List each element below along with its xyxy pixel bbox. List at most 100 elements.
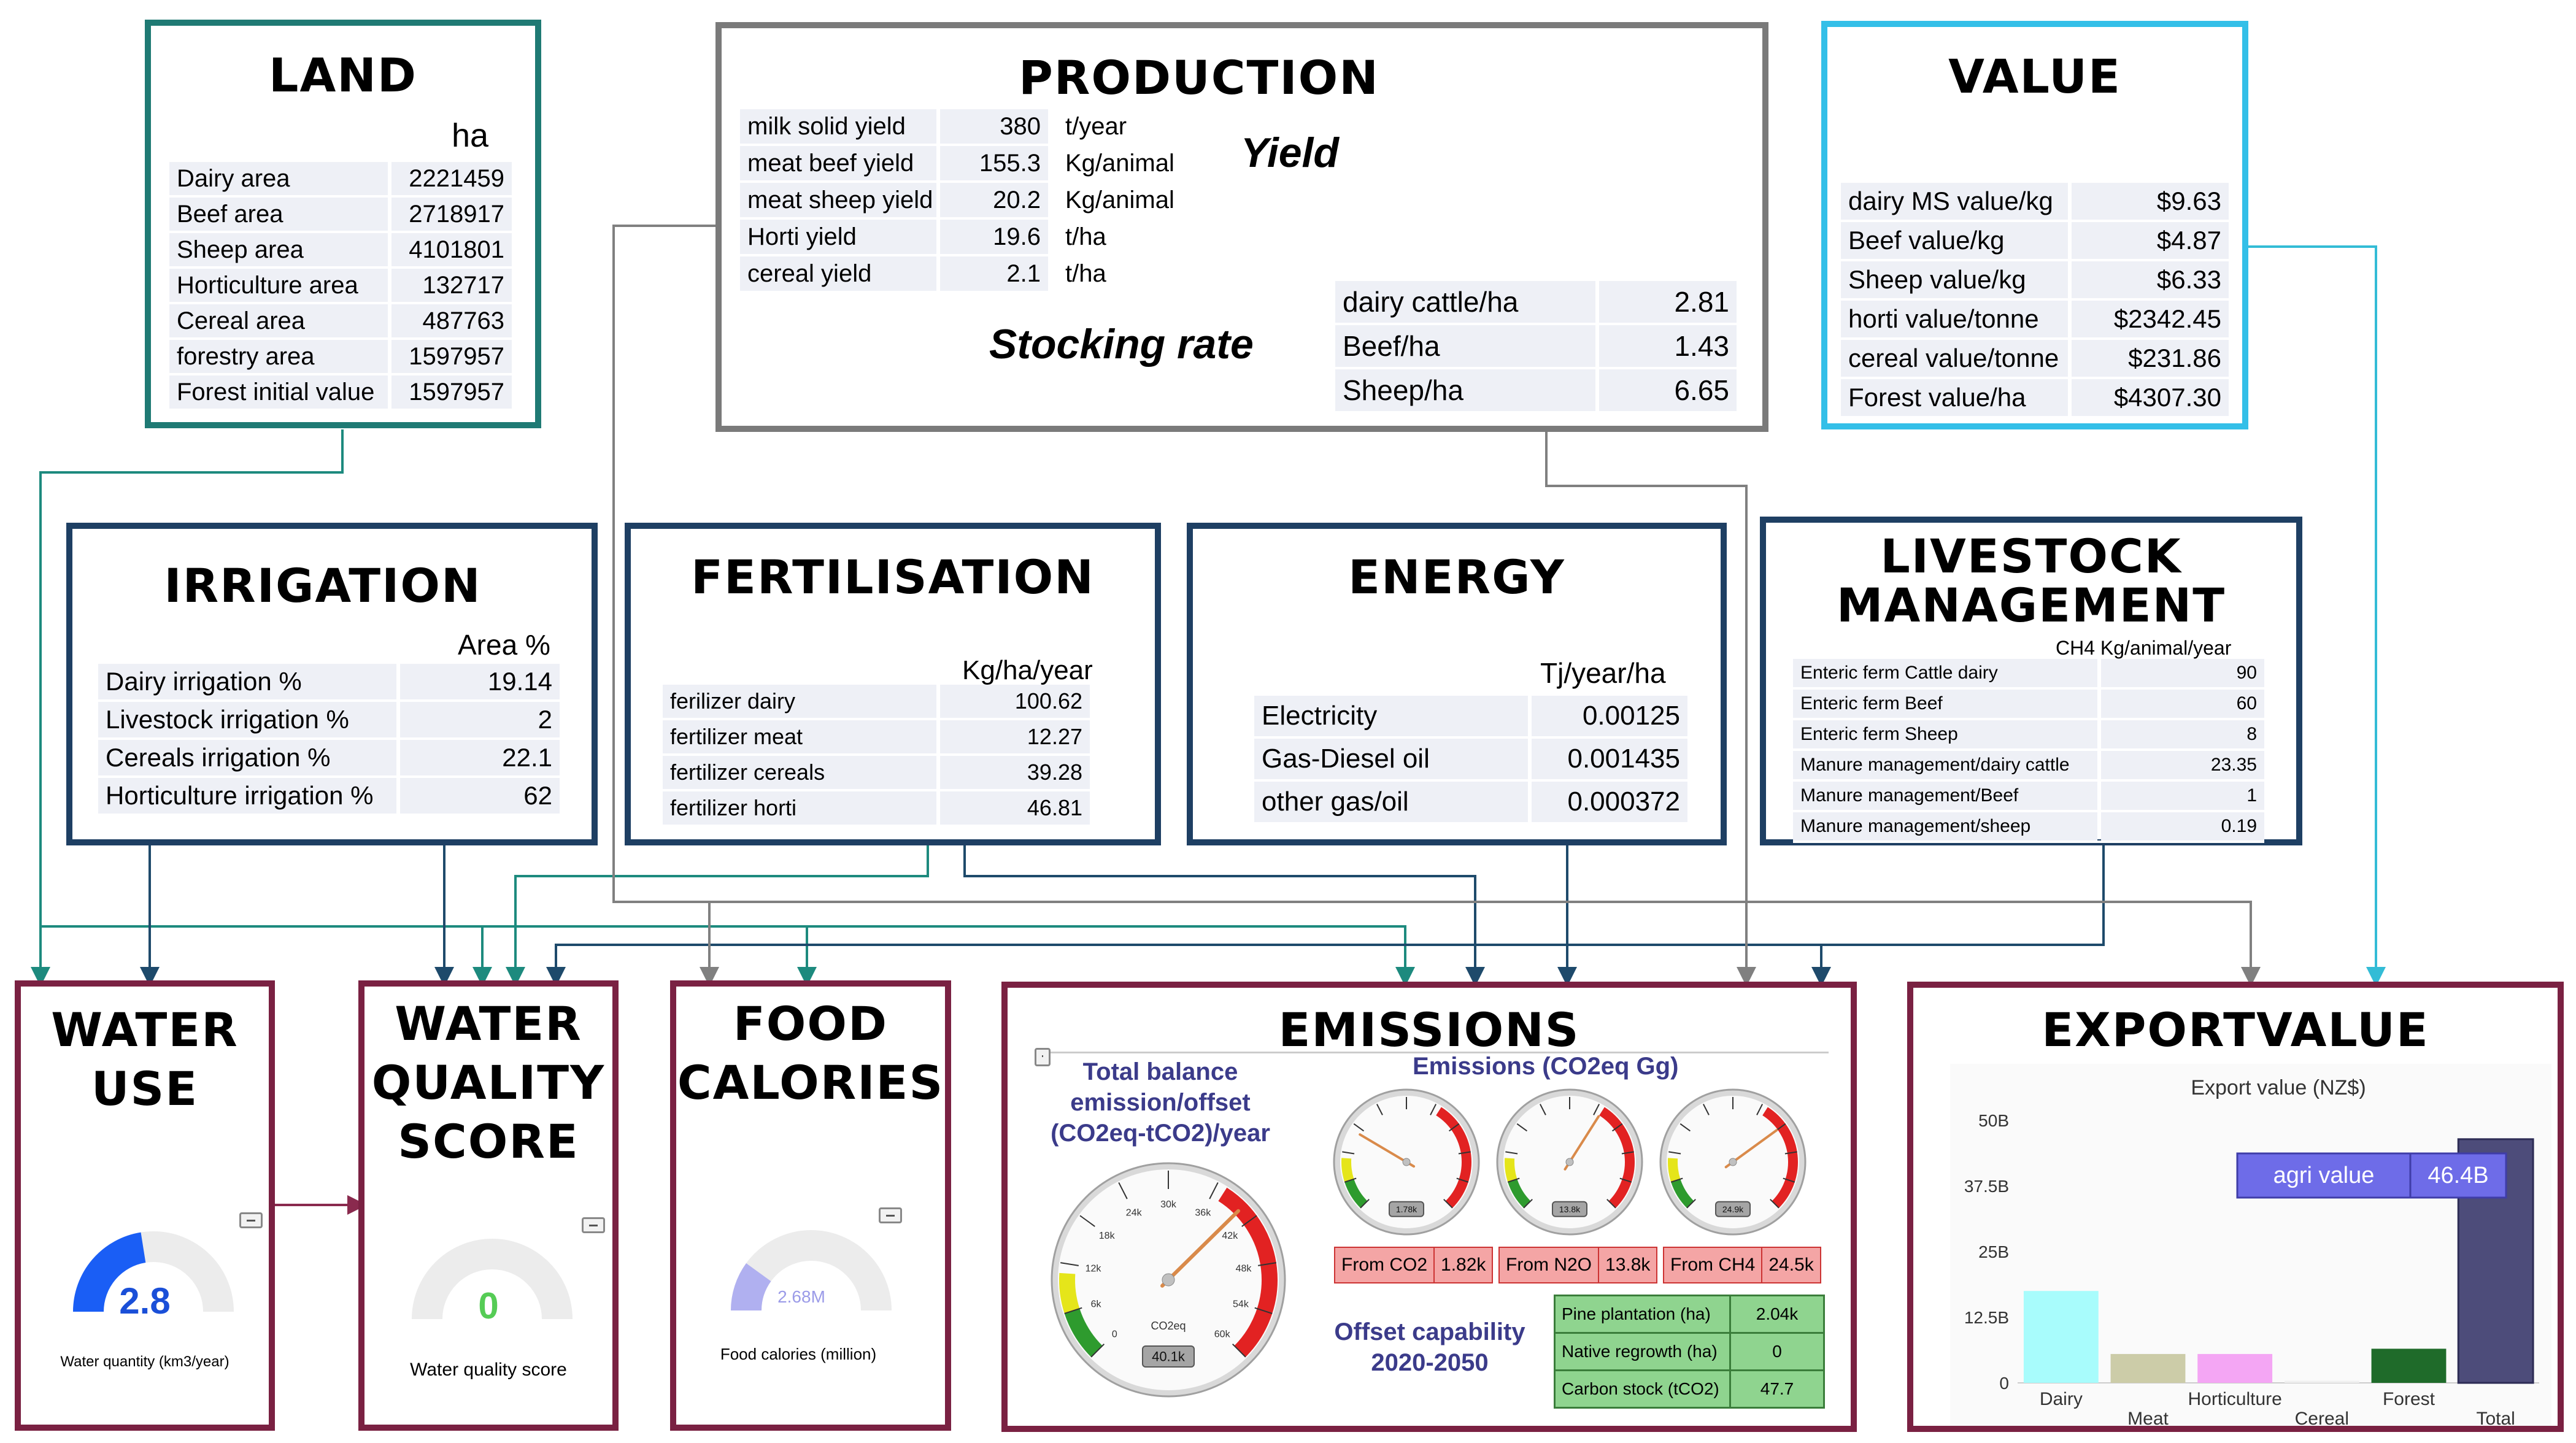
dial-readout-box	[1389, 1201, 1424, 1217]
row-value[interactable]: 20.2	[940, 183, 1048, 217]
offset-value[interactable]: 47.7	[1731, 1371, 1823, 1407]
row-value[interactable]: 2718917	[391, 198, 512, 231]
row-value[interactable]: 0.00125	[1532, 696, 1687, 736]
water-quality-panel: WATER QUALITY SCORE 0 Water quality scor…	[358, 980, 619, 1431]
y-tick-label: 25B	[1978, 1242, 2009, 1261]
row-value[interactable]: 90	[2101, 659, 2264, 687]
gas-tag-value: 1.82k	[1433, 1248, 1492, 1282]
fertilisation-unit: Kg/ha/year	[962, 655, 1093, 685]
offset-value[interactable]: 2.04k	[1731, 1296, 1823, 1332]
row-value[interactable]: 8	[2101, 720, 2264, 748]
row-value[interactable]: 39.28	[940, 756, 1090, 789]
table-row: Gas-Diesel oil 0.001435	[1254, 739, 1687, 782]
minimize-button[interactable]	[582, 1217, 605, 1233]
dial-tick	[1686, 1199, 1696, 1209]
row-value[interactable]: 6.65	[1599, 369, 1737, 411]
dial-tick	[1593, 1104, 1600, 1115]
row-label: Enteric ferm Cattle dairy	[1793, 659, 2097, 687]
row-value[interactable]: 100.62	[940, 685, 1090, 718]
value-title: VALUE	[1948, 49, 2121, 104]
y-tick-label: 12.5B	[1964, 1308, 2009, 1327]
row-value[interactable]: 4101801	[391, 233, 512, 266]
row-value[interactable]: 0.000372	[1532, 782, 1687, 822]
row-value[interactable]: 155.3	[940, 146, 1048, 180]
row-value[interactable]: 0.19	[2101, 812, 2264, 841]
row-label: forestry area	[169, 340, 388, 373]
row-label: Manure management/dairy cattle	[1793, 751, 2097, 779]
water-quality-title-line1: WATER	[395, 996, 582, 1051]
dial-tick-label: 54k	[1233, 1299, 1249, 1309]
dial-readout-box	[1715, 1201, 1751, 1217]
bar[interactable]	[2284, 1380, 2359, 1383]
table-row: Manure management/sheep 0.19	[1793, 812, 2264, 843]
dial-tick	[1254, 1307, 1273, 1314]
row-value[interactable]: 22.1	[400, 740, 560, 775]
dial-hub	[1729, 1158, 1737, 1166]
dial-tick	[1064, 1307, 1082, 1314]
tooltip-label: agri value	[2273, 1163, 2375, 1188]
row-value[interactable]: 1	[2101, 782, 2264, 810]
dial-tick	[1241, 1215, 1257, 1227]
table-row: Manure management/Beef 1	[1793, 782, 2264, 812]
dial-tick	[1458, 1151, 1471, 1155]
chart-title: Export value (NZ$)	[2191, 1076, 2366, 1099]
livestock-panel: LIVESTOCK MANAGEMENT CH4 Kg/animal/year …	[1760, 517, 2302, 845]
minimize-button[interactable]	[1035, 1048, 1051, 1066]
dial-tick	[1344, 1177, 1357, 1183]
water-use-gauge	[73, 1231, 234, 1312]
arrow-fert-to-food	[515, 925, 817, 987]
row-value[interactable]: $9.63	[2072, 183, 2229, 220]
livestock-title-line2: MANAGEMENT	[1836, 578, 2226, 633]
table-row: meat beef yield 155.3 Kg/animal	[740, 146, 1174, 183]
row-value[interactable]: 380	[940, 109, 1048, 144]
export-title: EXPORTVALUE	[2042, 1002, 2429, 1057]
table-row: Forest value/ha $4307.30	[1841, 379, 2229, 418]
table-row: Beef value/kg $4.87	[1841, 222, 2229, 261]
dial-tick	[1621, 1151, 1634, 1155]
row-value[interactable]: $6.33	[2072, 261, 2229, 298]
row-value[interactable]: 46.81	[940, 791, 1090, 825]
dial-tick	[1443, 1199, 1453, 1209]
row-value[interactable]: $4307.30	[2072, 379, 2229, 416]
row-unit: t/ha	[1065, 260, 1106, 287]
row-value[interactable]: 2	[400, 702, 560, 737]
irrigation-title: IRRIGATION	[164, 558, 482, 613]
row-value[interactable]: 19.6	[940, 220, 1048, 254]
table-row: forestry area 1597957	[169, 340, 512, 375]
bar[interactable]	[2110, 1353, 2186, 1383]
row-value[interactable]: 1.43	[1599, 325, 1737, 367]
row-value[interactable]: 132717	[391, 269, 512, 302]
arrow-value-to-export	[2248, 245, 2386, 987]
bar[interactable]	[2197, 1353, 2273, 1383]
row-value[interactable]: $2342.45	[2072, 301, 2229, 337]
row-value[interactable]: $4.87	[2072, 222, 2229, 259]
row-label: meat beef yield	[740, 146, 936, 180]
bar[interactable]	[2023, 1291, 2099, 1383]
row-value[interactable]: 12.27	[940, 720, 1090, 753]
dial-band	[1344, 1179, 1368, 1208]
row-value[interactable]: 487763	[391, 304, 512, 337]
offset-value[interactable]: 0	[1731, 1334, 1823, 1369]
table-row: Enteric ferm Beef 60	[1793, 690, 2264, 720]
row-value[interactable]: 62	[400, 778, 560, 814]
bar[interactable]	[2371, 1349, 2447, 1383]
row-value[interactable]: 23.35	[2101, 751, 2264, 779]
row-value[interactable]: 1597957	[391, 340, 512, 373]
row-value[interactable]: 2.81	[1599, 281, 1737, 323]
row-value[interactable]: 60	[2101, 690, 2264, 718]
total-balance-gauge: 0 6k 12k 18k 24k 30k 36k 42k 48k 54k 60k CO2eq 40.1k	[1051, 1162, 1286, 1398]
row-value[interactable]: 2.1	[940, 256, 1048, 291]
divider	[1037, 1052, 1829, 1053]
land-table: Dairy area 2221459 Beef area 2718917 Sheep a…	[169, 162, 512, 411]
dial-tick-label: 30k	[1160, 1199, 1177, 1210]
minimize-button[interactable]	[879, 1207, 902, 1223]
dial-tick	[1756, 1104, 1764, 1115]
row-value[interactable]: 19.14	[400, 664, 560, 699]
gas-tag-label: From CH4	[1664, 1248, 1762, 1282]
row-value[interactable]: 1597957	[391, 375, 512, 409]
row-value[interactable]: 0.001435	[1532, 739, 1687, 779]
row-value[interactable]: $231.86	[2072, 340, 2229, 377]
minimize-button[interactable]	[239, 1212, 263, 1228]
arrow-fert-to-water-quality	[506, 845, 929, 987]
row-value[interactable]: 2221459	[391, 162, 512, 195]
